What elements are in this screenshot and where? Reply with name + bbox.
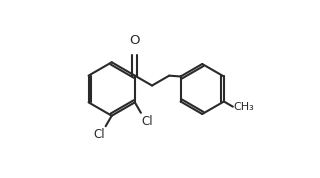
Text: O: O — [130, 34, 140, 47]
Text: CH₃: CH₃ — [234, 102, 254, 112]
Text: Cl: Cl — [93, 128, 105, 141]
Text: Cl: Cl — [142, 114, 153, 128]
